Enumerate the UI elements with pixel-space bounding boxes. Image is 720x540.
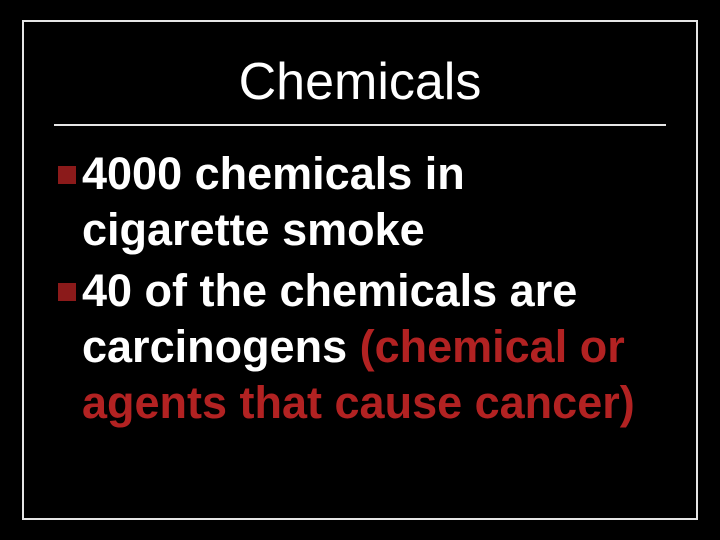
square-bullet-icon — [58, 166, 76, 184]
bullet-text: 4000 chemicals in cigarette smoke — [82, 146, 662, 259]
bullet-item: 4000 chemicals in cigarette smoke — [58, 146, 662, 259]
bullet-plain-text: 4000 chemicals in cigarette smoke — [82, 148, 465, 255]
square-bullet-icon — [58, 283, 76, 301]
slide-title: Chemicals — [24, 22, 696, 124]
slide-content: 4000 chemicals in cigarette smoke 40 of … — [24, 126, 696, 431]
bullet-text: 40 of the chemicals are carcinogens (che… — [82, 263, 662, 432]
slide-frame: Chemicals 4000 chemicals in cigarette sm… — [22, 20, 698, 520]
bullet-item: 40 of the chemicals are carcinogens (che… — [58, 263, 662, 432]
